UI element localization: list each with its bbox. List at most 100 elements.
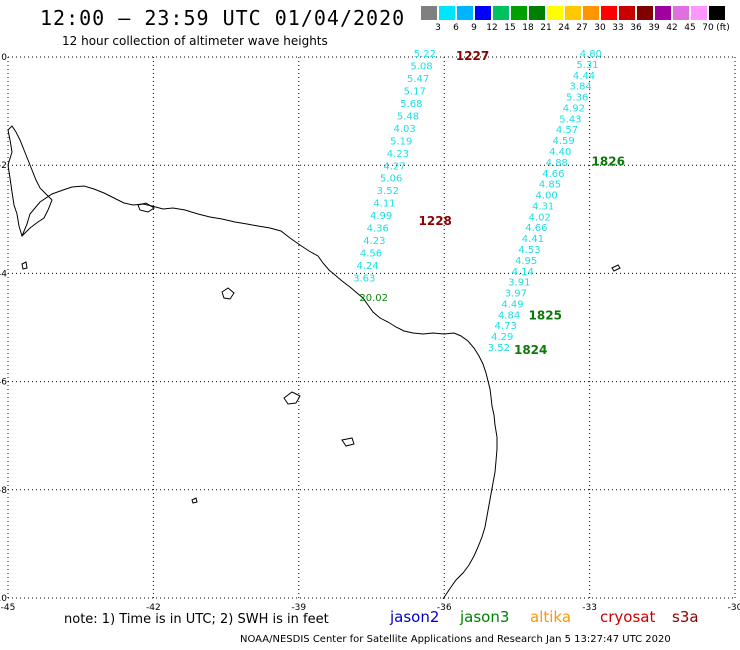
wave-height-value: 3.52 — [488, 343, 510, 354]
wave-height-value: 4.27 — [383, 161, 405, 172]
longitude-label: -42 — [146, 603, 161, 613]
pass-time-label: 1826 — [592, 154, 625, 168]
map-subtitle: 12 hour collection of altimeter wave hei… — [62, 34, 328, 48]
scale-swatch — [691, 6, 708, 20]
latitude-label: -6 — [0, 378, 7, 388]
wave-height-value: 5.43 — [559, 114, 581, 125]
wave-height-value: 5.17 — [404, 86, 426, 97]
scale-label: 18 — [522, 23, 534, 33]
wave-height-value: 4.84 — [498, 310, 520, 321]
wave-height-value: 4.53 — [518, 245, 540, 256]
coastline — [7, 125, 621, 600]
scale-label: 15 — [504, 23, 516, 33]
wave-height-value: 4.00 — [535, 191, 557, 202]
scale-swatch — [619, 6, 636, 20]
wave-height-value: 4.14 — [512, 267, 534, 278]
wave-height-value: 4.36 — [367, 224, 389, 235]
latitude-label: -4 — [0, 269, 7, 279]
wave-height-value: 4.23 — [387, 149, 409, 160]
wave-height-value: 4.59 — [552, 136, 574, 147]
scale-swatch — [475, 6, 492, 20]
wave-height-value: 4.66 — [525, 223, 547, 234]
wave-height-value: 4.11 — [373, 199, 395, 210]
map-title: 12:00 – 23:59 UTC 01/04/2020 — [40, 6, 406, 30]
scale-label: 45 — [684, 23, 696, 33]
wave-height-value: 4.23 — [363, 236, 385, 247]
scale-swatch — [457, 6, 474, 20]
latitude-label: -8 — [0, 486, 7, 496]
footer-credit: NOAA/NESDIS Center for Satellite Applica… — [240, 634, 671, 645]
scale-swatch — [583, 6, 600, 20]
satellite-jason2: jason2 — [390, 608, 440, 626]
wave-height-value: 3.84 — [570, 82, 592, 93]
scale-swatch — [565, 6, 582, 20]
wave-height-value: 20.02 — [359, 293, 388, 304]
wave-height-value: 5.19 — [390, 136, 412, 147]
wave-height-value: 4.92 — [563, 103, 585, 114]
longitude-label: -36 — [437, 603, 452, 613]
latitude-label: -2 — [0, 161, 7, 171]
legend-note: note: 1) Time is in UTC; 2) SWH is in fe… — [64, 612, 329, 627]
scale-label: 36 — [630, 23, 642, 33]
northeast-peninsula — [7, 125, 53, 237]
wave-height-value: 4.41 — [522, 234, 544, 245]
wave-height-value: 5.22 — [414, 49, 436, 60]
wave-height-value: 4.44 — [573, 71, 595, 82]
wave-height-value: 4.95 — [515, 256, 537, 267]
wave-height-value: 4.66 — [542, 169, 564, 180]
scale-label: 12 — [486, 23, 498, 33]
pass-time-labels: 1227 1228 1826 1825 1824 — [419, 49, 625, 357]
wave-height-value: 4.73 — [495, 321, 517, 332]
wave-height-value: 4.29 — [491, 332, 513, 343]
pass-time-label: 1825 — [529, 309, 562, 323]
scale-swatch — [655, 6, 672, 20]
scale-label: 3 — [435, 23, 441, 33]
coastal-islands — [21, 202, 621, 504]
scale-swatch — [601, 6, 618, 20]
wave-height-value: 4.24 — [356, 261, 378, 272]
wave-height-value: 5.48 — [397, 111, 419, 122]
scale-label: 6 — [453, 23, 459, 33]
scale-label: 30 — [594, 23, 606, 33]
wave-height-value: 5.31 — [576, 60, 598, 71]
latitude-label: 0 — [1, 53, 7, 63]
scale-unit: (ft) — [716, 23, 730, 33]
graticule: -45 -42 -39 -36 -33 -30 0 -2 -4 -6 -8 -10 — [0, 53, 740, 613]
wave-height-value: 4.85 — [539, 180, 561, 191]
wave-height-value: 4.57 — [556, 125, 578, 136]
scale-swatch — [421, 6, 438, 20]
wave-height-value: 3.63 — [353, 274, 375, 285]
wave-height-value: 4.99 — [370, 211, 392, 222]
scale-label: 42 — [666, 23, 678, 33]
satellite-s3a: s3a — [672, 608, 699, 626]
scale-label: 33 — [612, 23, 624, 33]
longitude-label: -30 — [728, 603, 740, 613]
wave-height-value: 5.06 — [380, 174, 402, 185]
wave-height-value: 3.52 — [377, 186, 399, 197]
pass-time-label: 1228 — [419, 214, 452, 228]
wave-height-value: 4.02 — [529, 212, 551, 223]
satellite-jason3: jason3 — [460, 608, 510, 626]
scale-label: 27 — [576, 23, 588, 33]
latitude-label: -10 — [0, 594, 7, 604]
wave-height-value: 3.91 — [508, 278, 530, 289]
scale-swatch — [493, 6, 510, 20]
wave-height-value: 5.47 — [407, 74, 429, 85]
wave-height-value: 4.80 — [580, 49, 602, 60]
wave-height-value: 4.03 — [394, 124, 416, 135]
scale-label: 21 — [540, 23, 552, 33]
wave-height-value: 3.97 — [505, 289, 527, 300]
satellite-cryosat: cryosat — [600, 608, 656, 626]
wave-height-value: 5.08 — [410, 61, 432, 72]
scale-swatch — [673, 6, 690, 20]
wave-height-value: 4.31 — [532, 201, 554, 212]
scale-swatch — [637, 6, 654, 20]
longitude-label: -39 — [291, 603, 306, 613]
satellite-altika: altika — [530, 608, 572, 626]
east-pass-track: 4.805.314.443.845.364.925.434.574.594.40… — [488, 49, 602, 354]
west-pass-track: 5.225.085.475.175.685.484.035.194.234.27… — [353, 49, 436, 304]
wave-height-value: 5.68 — [400, 99, 422, 110]
scale-swatch — [709, 6, 726, 20]
